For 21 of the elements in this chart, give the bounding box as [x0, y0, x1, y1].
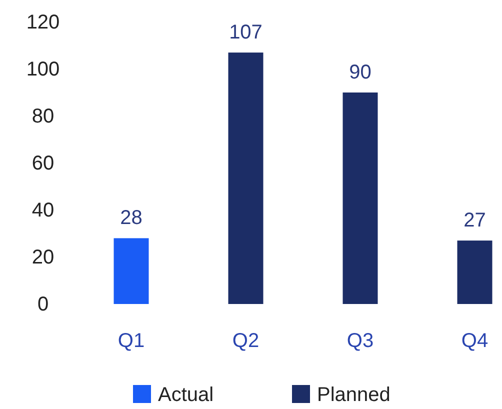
y-tick-label: 0 [37, 293, 49, 316]
y-tick-label: 100 [26, 58, 60, 80]
y-tick-label: 20 [32, 246, 54, 268]
y-tick-label: 40 [32, 199, 54, 222]
legend-label: Planned [317, 384, 390, 406]
legend-label: Actual [158, 384, 214, 406]
x-tick-label: Q1 [118, 330, 145, 352]
bar [228, 52, 264, 304]
y-tick-label: 80 [32, 105, 54, 128]
x-tick-label: Q3 [346, 330, 374, 352]
bar [457, 240, 492, 304]
y-tick-label: 60 [32, 152, 54, 174]
y-tick-label: 120 [26, 11, 60, 34]
data-label: 90 [349, 62, 372, 84]
bar [342, 92, 378, 304]
x-tick-label: Q2 [232, 330, 260, 352]
bar [114, 238, 149, 304]
data-label: 28 [120, 207, 142, 230]
data-label: 27 [464, 210, 486, 232]
x-tick-label: Q4 [461, 330, 488, 352]
data-label: 107 [229, 22, 262, 44]
